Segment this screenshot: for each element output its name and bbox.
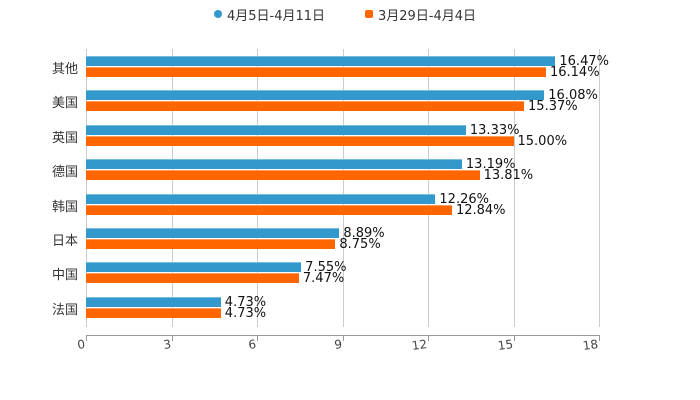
value-label: 13.33%	[469, 122, 520, 138]
category-label: 中国	[51, 268, 78, 284]
value-label: 8.89%	[343, 226, 385, 241]
category-label: 法国	[51, 302, 78, 318]
gridline	[599, 49, 600, 327]
legend-label: 4月5日-4月11日	[227, 8, 326, 24]
bar-series-2	[86, 170, 480, 181]
bar-series-1	[86, 90, 545, 101]
x-tick-label: 18	[581, 337, 599, 353]
value-label: 7.55%	[305, 260, 347, 276]
gridline	[513, 49, 515, 327]
x-tick	[171, 335, 173, 341]
bar-series-1	[86, 228, 340, 238]
bar-series-2	[86, 67, 546, 77]
value-label: 15.37%	[528, 99, 578, 115]
value-label: 16.14%	[549, 65, 600, 80]
value-label: 8.75%	[339, 237, 381, 252]
x-tick-label: 6	[247, 337, 257, 352]
x-tick-label: 0	[76, 337, 86, 352]
x-tick	[599, 335, 600, 341]
x-tick	[513, 335, 515, 341]
legend: 4月5日-4月11日 3月29日-4月4日	[0, 4, 700, 24]
x-tick	[342, 335, 344, 341]
value-label: 4.73%	[224, 294, 267, 310]
circle-marker-icon	[214, 10, 222, 18]
gridline	[86, 49, 87, 327]
category-label: 韩国	[51, 199, 78, 215]
value-label: 16.08%	[548, 88, 598, 104]
value-label: 16.47%	[559, 54, 609, 69]
category-label: 德国	[51, 165, 78, 181]
value-label: 13.19%	[465, 157, 516, 173]
category-label: 英国	[51, 130, 78, 146]
category-label: 美国	[51, 96, 78, 112]
gridline	[428, 49, 429, 327]
gridline	[257, 49, 258, 327]
bar-series-2	[86, 101, 525, 112]
bar-series-2	[86, 273, 299, 284]
value-label: 12.84%	[455, 202, 506, 218]
bar-series-2	[86, 204, 452, 215]
bar-series-1	[86, 193, 436, 204]
value-label: 7.47%	[302, 271, 345, 287]
x-tick	[86, 335, 87, 341]
x-tick-label: 9	[332, 337, 343, 352]
category-label: 其他	[51, 62, 78, 77]
bar-series-1	[86, 296, 221, 307]
x-tick-label: 3	[161, 337, 172, 352]
x-tick	[257, 335, 258, 341]
x-tick-label: 15	[496, 337, 514, 353]
value-label: 13.81%	[483, 168, 534, 184]
bar-series-2	[86, 239, 336, 249]
bar-series-1	[86, 159, 462, 170]
bar-series-1	[86, 56, 556, 66]
x-tick-label: 12	[410, 337, 428, 353]
value-label: 12.26%	[439, 191, 489, 207]
gridline	[171, 49, 173, 327]
value-label: 4.73%	[224, 305, 267, 321]
category-label: 日本	[51, 234, 78, 249]
bar-series-2	[86, 307, 221, 318]
square-marker-icon	[365, 10, 373, 18]
legend-label: 3月29日-4月4日	[378, 8, 477, 24]
bar-series-1	[86, 262, 302, 273]
gridline	[342, 49, 344, 327]
legend-item-series-2[interactable]: 3月29日-4月4日	[365, 4, 476, 24]
x-tick	[428, 335, 429, 341]
legend-item-series-1[interactable]: 4月5日-4月11日	[214, 4, 325, 24]
value-label: 15.00%	[517, 133, 568, 149]
bar-series-1	[86, 124, 466, 135]
bar-series-2	[86, 135, 514, 146]
